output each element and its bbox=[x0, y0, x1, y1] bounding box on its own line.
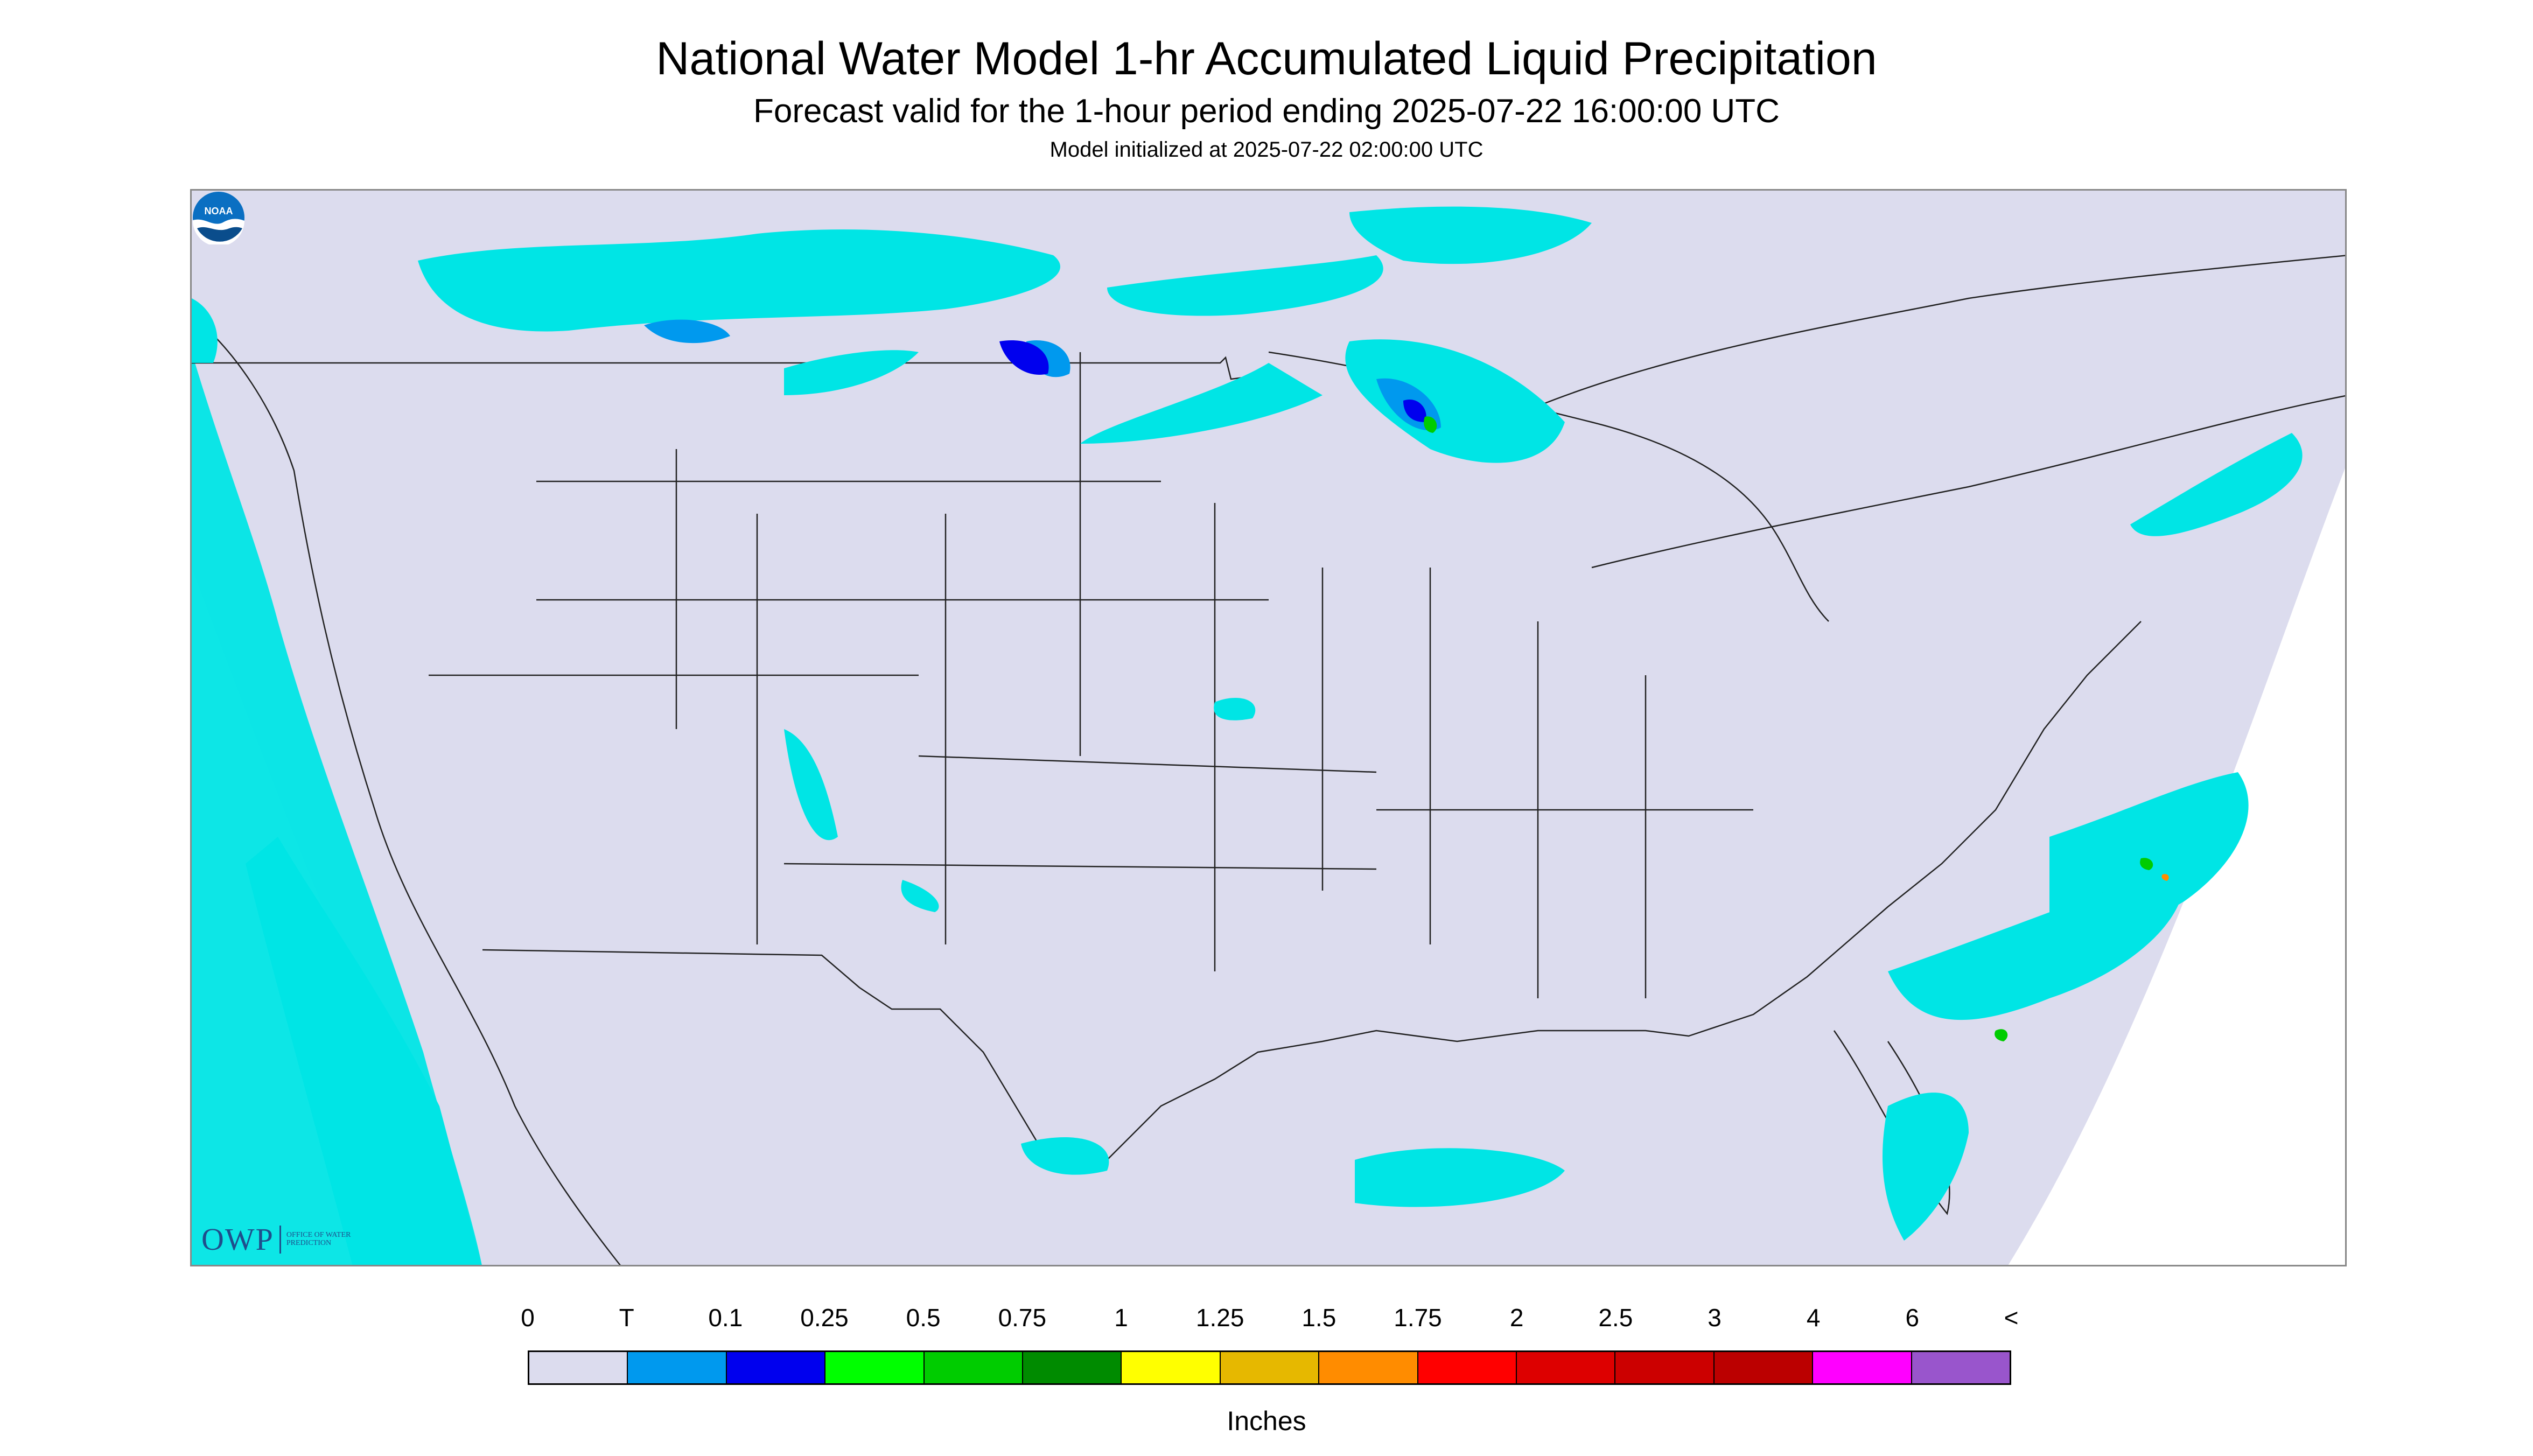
legend-swatch bbox=[1714, 1352, 1814, 1383]
legend-tick-label: 4 bbox=[1806, 1304, 1821, 1332]
legend-swatch bbox=[1220, 1352, 1320, 1383]
legend-swatch bbox=[825, 1352, 925, 1383]
legend-tick-label: 1 bbox=[1114, 1304, 1128, 1332]
legend-tick-label: T bbox=[619, 1304, 634, 1332]
legend-swatch bbox=[1912, 1352, 2010, 1383]
legend-tick-label: 0.25 bbox=[800, 1304, 849, 1332]
legend-swatch bbox=[1517, 1352, 1616, 1383]
owp-logo-subtext: Office of Water Prediction bbox=[286, 1230, 351, 1247]
noaa-logo-icon: NOAA bbox=[192, 192, 244, 244]
owp-logo-text: OWP bbox=[201, 1222, 274, 1257]
legend-tick-label: 2 bbox=[1509, 1304, 1524, 1332]
pacific-precip bbox=[192, 352, 482, 1265]
precipitation-map[interactable]: OWP Office of Water Prediction NOAA bbox=[190, 189, 2347, 1266]
map-title: National Water Model 1-hr Accumulated Li… bbox=[656, 33, 1877, 85]
legend-swatch bbox=[1615, 1352, 1715, 1383]
precip-light bbox=[192, 206, 2303, 1241]
legend-swatch bbox=[529, 1352, 628, 1383]
legend-tick-label: 0.1 bbox=[708, 1304, 743, 1332]
legend-colorbar bbox=[528, 1350, 2011, 1385]
legend-units: Inches bbox=[1227, 1406, 1306, 1436]
legend-tick-label: 1.5 bbox=[1302, 1304, 1337, 1332]
model-init-line: Model initialized at 2025-07-22 02:00:00… bbox=[1049, 138, 1484, 162]
legend-swatch bbox=[1023, 1352, 1122, 1383]
owp-logo-divider bbox=[279, 1225, 281, 1254]
noaa-logo-text: NOAA bbox=[205, 206, 233, 216]
map-subtitle: Forecast valid for the 1-hour period end… bbox=[753, 93, 1780, 130]
legend-tick-label: 0.5 bbox=[906, 1304, 941, 1332]
model-domain bbox=[192, 191, 2345, 1265]
legend-swatch bbox=[1122, 1352, 1221, 1383]
legend-tick-label: 2.5 bbox=[1598, 1304, 1633, 1332]
boundaries bbox=[192, 255, 2345, 1265]
map-canvas bbox=[192, 191, 2345, 1265]
precip-heavy bbox=[999, 340, 1426, 422]
legend-tick-label: 0 bbox=[521, 1304, 535, 1332]
legend-tick-label: 3 bbox=[1708, 1304, 1722, 1332]
legend-tick-label: < bbox=[2004, 1304, 2019, 1332]
legend-tick-labels: 0 T 0.1 0.25 0.5 0.75 1 1.25 1.5 1.75 2 2.5 3 4 6 < bbox=[0, 1303, 2533, 1341]
legend-swatch bbox=[1319, 1352, 1418, 1383]
precip-intense bbox=[1424, 416, 2153, 1041]
owp-logo: OWP Office of Water Prediction bbox=[201, 1221, 362, 1257]
legend-tick-label: 1.25 bbox=[1195, 1304, 1244, 1332]
legend-tick-label: 6 bbox=[1905, 1304, 1920, 1332]
legend-tick-label: 1.75 bbox=[1394, 1304, 1442, 1332]
legend-swatch bbox=[628, 1352, 727, 1383]
legend-swatch bbox=[924, 1352, 1024, 1383]
legend-swatch bbox=[1418, 1352, 1517, 1383]
legend-swatch bbox=[726, 1352, 826, 1383]
legend-swatch bbox=[1813, 1352, 1912, 1383]
legend-tick-label: 0.75 bbox=[998, 1304, 1047, 1332]
